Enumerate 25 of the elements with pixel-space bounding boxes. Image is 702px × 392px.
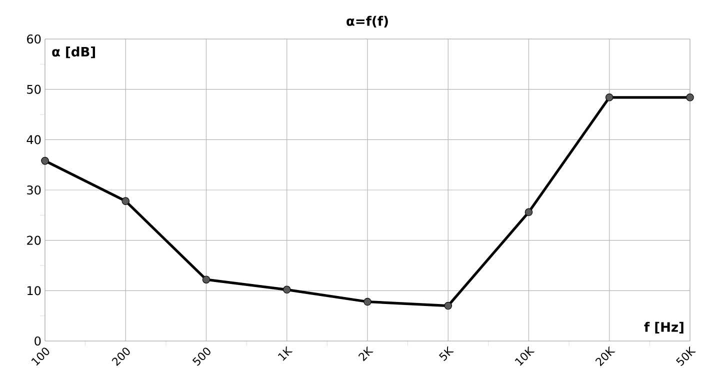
x-tick-label: 1K (278, 346, 293, 361)
point (41, 156, 49, 165)
point (282, 286, 291, 294)
y-tick-label: 40 (26, 135, 41, 144)
x-tick-label: 100 (31, 348, 50, 366)
point (524, 208, 533, 216)
point (444, 302, 452, 310)
x-axis-title: f [Hz] (644, 322, 684, 334)
y-tick-label: 50 (27, 84, 41, 94)
point (364, 298, 372, 306)
y-tick-label: 60 (27, 34, 41, 44)
x-tick-label: 5K (438, 346, 454, 361)
point (122, 197, 130, 205)
point (605, 93, 614, 102)
y-tick-label: 20 (27, 236, 41, 245)
point (202, 276, 210, 284)
y-axis-title: α [dB] (52, 46, 95, 58)
y-tick-label: 30 (27, 185, 41, 195)
y-tick-label: 0 (34, 336, 41, 346)
x-tick-label: 200 (112, 348, 130, 366)
point (686, 93, 694, 102)
y-tick-label: 10 (28, 286, 41, 296)
chart-title: α=f(f) (346, 16, 388, 28)
x-tick-label: 500 (192, 348, 210, 366)
x-tick-label: 2K (358, 346, 374, 362)
